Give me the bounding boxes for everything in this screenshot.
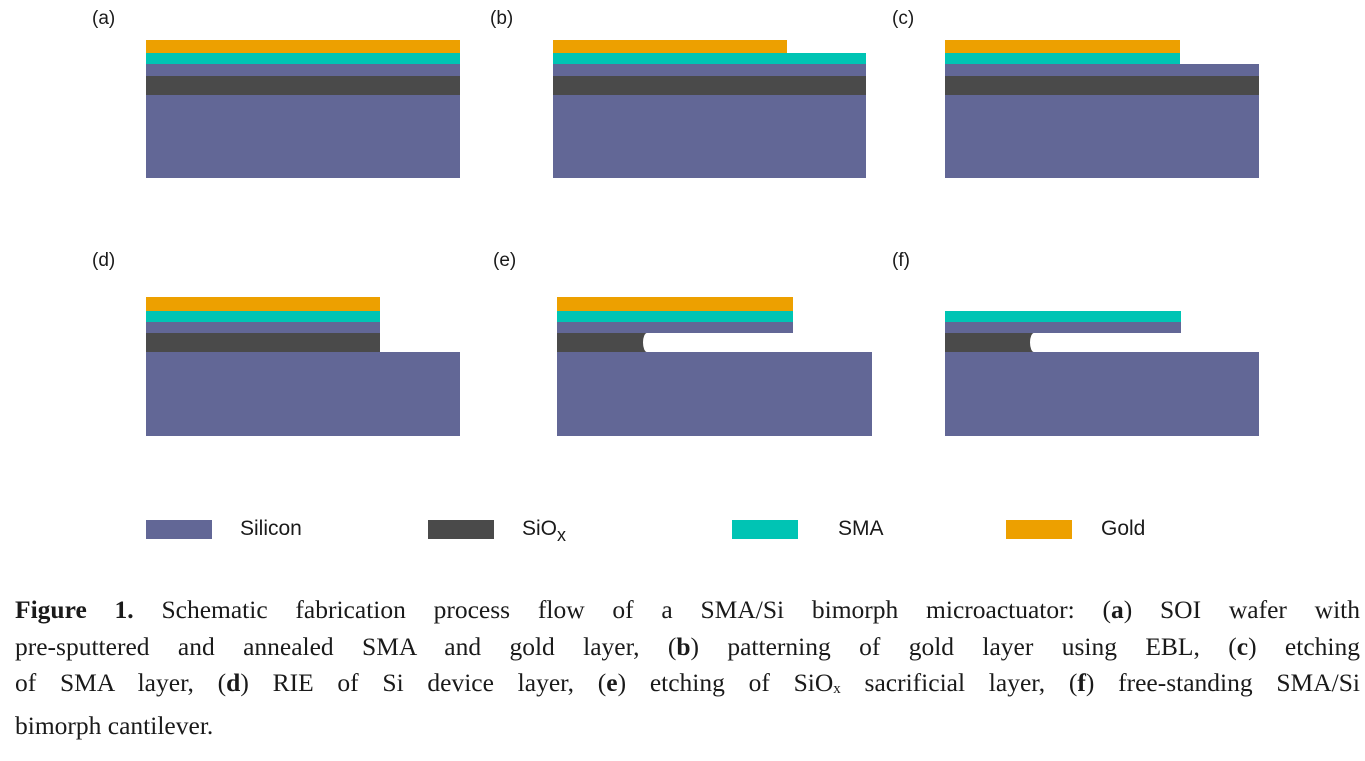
- caption-panel-ref: a: [1110, 595, 1124, 624]
- siox-layer: [945, 333, 1037, 352]
- sma-layer: [945, 311, 1181, 322]
- sma-layer: [146, 311, 380, 322]
- legend-swatch-gold: [1006, 520, 1072, 539]
- legend-label-sma: SMA: [838, 517, 884, 540]
- siox-layer: [557, 333, 650, 352]
- silicon-device-layer: [146, 322, 380, 333]
- silicon-device-layer: [553, 95, 866, 178]
- legend-label-silicon: Silicon: [240, 517, 302, 540]
- gold-layer: [146, 40, 460, 53]
- silicon-handle-layer: [945, 352, 1259, 436]
- siox-layer: [945, 76, 1259, 95]
- panel-label-c: (c): [892, 8, 915, 29]
- silicon-handle-layer: [557, 352, 872, 436]
- caption-line: of SMA layer, (d) RIE of Si device layer…: [15, 668, 1361, 697]
- gold-layer: [553, 40, 787, 53]
- fabrication-process-figure: (a) (b) (c) (d) (e) (f): [92, 8, 1259, 436]
- caption-panel-ref: d: [226, 668, 241, 697]
- panel-label-b: (b): [490, 8, 514, 29]
- legend-swatch-sma: [732, 520, 798, 539]
- sma-layer: [553, 53, 866, 64]
- silicon-device-layer: [945, 322, 1181, 333]
- legend-label-gold: Gold: [1101, 517, 1146, 540]
- silicon-device-layer: [945, 64, 1259, 76]
- gold-layer: [945, 40, 1180, 53]
- sma-layer: [945, 53, 1180, 64]
- silicon-handle-layer: [146, 352, 460, 436]
- caption-panel-ref: f: [1077, 668, 1086, 697]
- caption-panel-ref: c: [1236, 631, 1249, 661]
- siox-layer: [553, 76, 866, 95]
- figure-number: Figure 1.: [15, 595, 134, 624]
- etch-undercut: [1030, 333, 1038, 352]
- sma-layer: [146, 53, 460, 64]
- caption-line: pre-sputtered and annealed SMA and gold …: [15, 631, 1360, 661]
- legend-label-siox: SiOx: [522, 517, 567, 545]
- caption-panel-ref: b: [676, 631, 691, 661]
- silicon-device-layer: [146, 64, 460, 76]
- gold-layer: [146, 297, 380, 311]
- etch-undercut: [643, 333, 651, 352]
- figure-caption: Figure 1. Schematic fabrication process …: [15, 592, 1360, 744]
- legend-swatch-siox: [428, 520, 494, 539]
- silicon-device-layer: [553, 64, 866, 76]
- caption-line: bimorph cantilever.: [15, 710, 214, 740]
- gold-layer: [557, 297, 793, 311]
- legend-swatch-silicon: [146, 520, 212, 539]
- caption-subscript: x: [833, 681, 841, 697]
- caption-line: Figure 1. Schematic fabrication process …: [15, 595, 1360, 624]
- panel-label-d: (d): [92, 250, 116, 271]
- caption-panel-ref: e: [606, 668, 618, 697]
- sma-layer: [557, 311, 793, 322]
- siox-layer: [146, 333, 380, 352]
- silicon-device-layer: [557, 322, 793, 333]
- panel-label-f: (f): [892, 250, 910, 271]
- panel-label-e: (e): [493, 250, 517, 271]
- silicon-device-layer: [945, 95, 1259, 178]
- panel-label-a: (a): [92, 8, 116, 29]
- silicon-device-layer: [146, 95, 460, 178]
- siox-layer: [146, 76, 460, 95]
